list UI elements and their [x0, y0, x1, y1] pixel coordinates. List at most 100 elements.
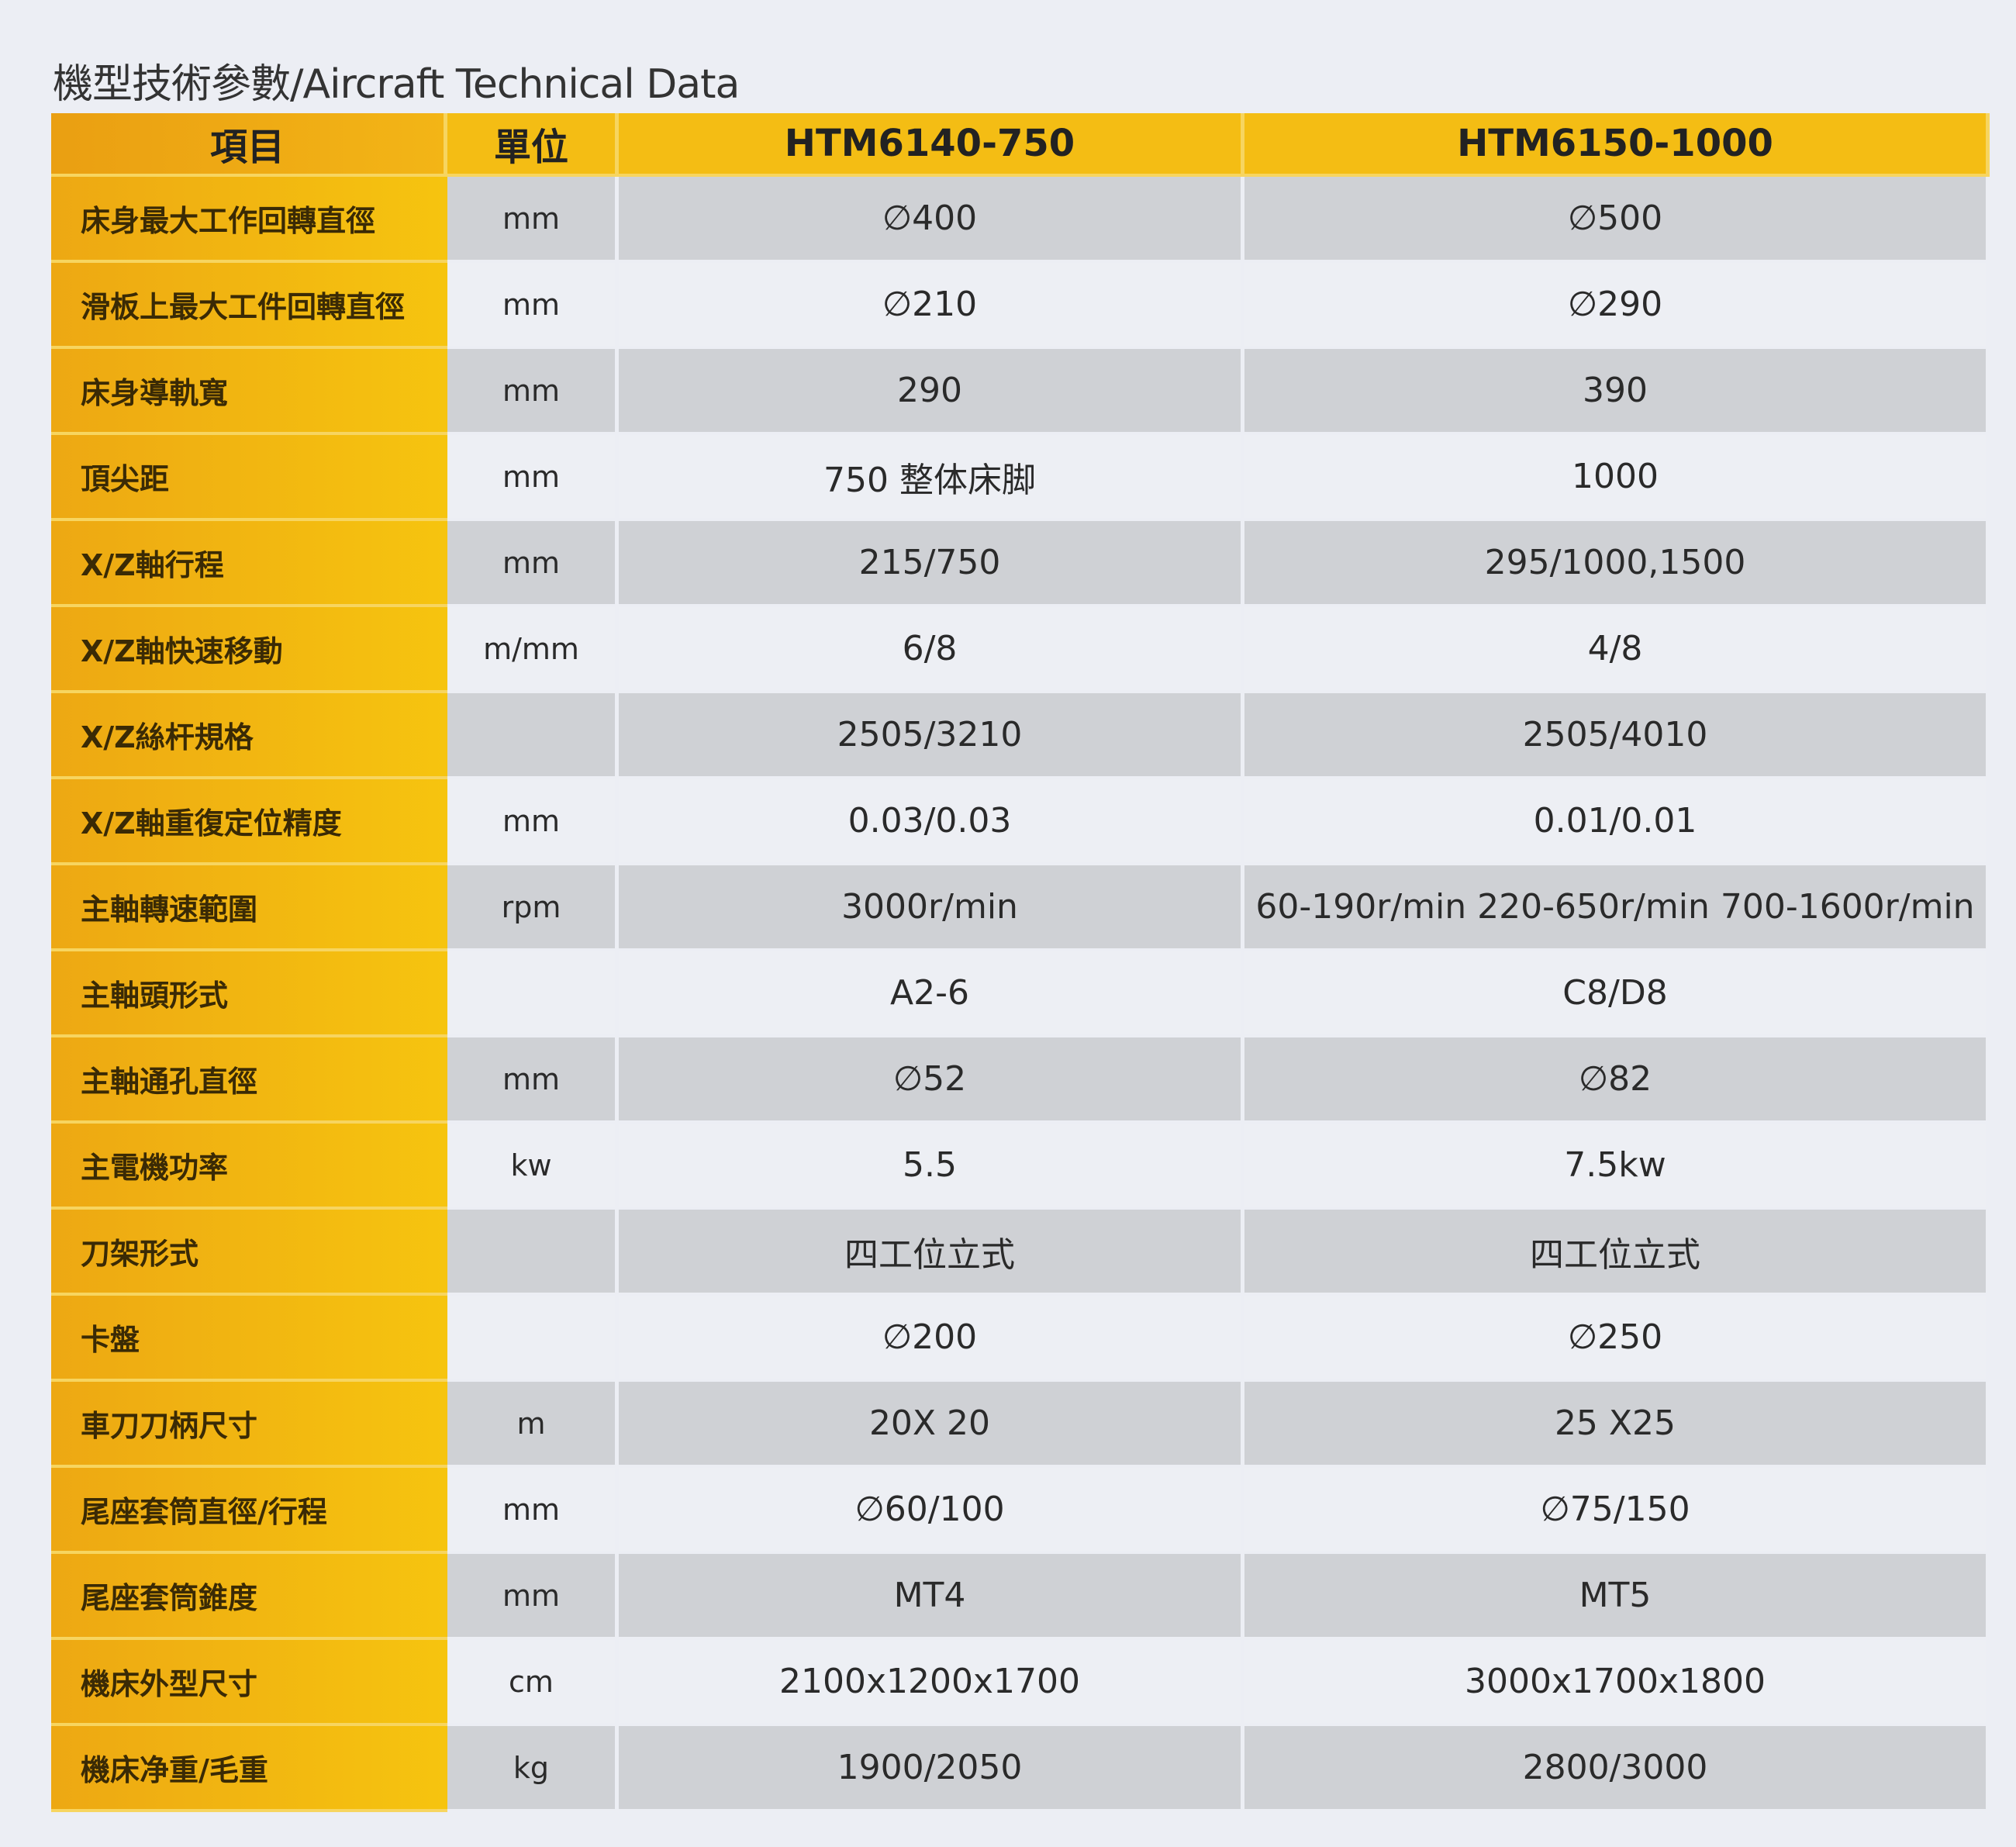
- row-unit: [447, 1296, 619, 1382]
- row-label: 卡盤: [51, 1296, 447, 1382]
- row-label: 主軸頭形式: [51, 951, 447, 1037]
- value-htm6140: 750 整体床脚: [619, 435, 1244, 521]
- value-htm6150: 295/1000,1500: [1244, 521, 1990, 607]
- header-item: 項目: [51, 113, 447, 177]
- page-title: 機型技術參數/Aircraft Technical Data: [53, 61, 740, 108]
- value-htm6140: 3000r/min: [619, 865, 1244, 951]
- value-htm6140: 0.03/0.03: [619, 779, 1244, 865]
- value-htm6140: ∅210: [619, 263, 1244, 349]
- table-row: 主軸通孔直徑 mm ∅52 ∅82: [51, 1037, 1990, 1124]
- row-label: X/Z軸重復定位精度: [51, 779, 447, 865]
- value-htm6150: ∅82: [1244, 1037, 1990, 1124]
- row-unit: [447, 1210, 619, 1296]
- value-htm6140: 四工位立式: [619, 1210, 1244, 1296]
- row-unit: m/mm: [447, 607, 619, 693]
- technical-data-table: 項目 單位 HTM6140-750 HTM6150-1000 床身最大工作回轉直…: [51, 113, 1990, 1812]
- table-row: 機床外型尺寸 cm 2100x1200x1700 3000x1700x1800: [51, 1640, 1990, 1726]
- table-row: X/Z軸重復定位精度 mm 0.03/0.03 0.01/0.01: [51, 779, 1990, 865]
- value-htm6150: 0.01/0.01: [1244, 779, 1990, 865]
- row-label: 機床净重/毛重: [51, 1726, 447, 1812]
- value-htm6140: 290: [619, 349, 1244, 435]
- row-unit: mm: [447, 263, 619, 349]
- value-htm6140: ∅52: [619, 1037, 1244, 1124]
- value-htm6140: MT4: [619, 1554, 1244, 1640]
- table-row: 主電機功率 kw 5.5 7.5kw: [51, 1124, 1990, 1210]
- value-htm6150: 1000: [1244, 435, 1990, 521]
- row-label: X/Z絲杆規格: [51, 693, 447, 779]
- header-model-1: HTM6140-750: [619, 113, 1244, 177]
- row-label: X/Z軸快速移動: [51, 607, 447, 693]
- row-unit: mm: [447, 1468, 619, 1554]
- table-row: 頂尖距 mm 750 整体床脚 1000: [51, 435, 1990, 521]
- value-htm6140: 2505/3210: [619, 693, 1244, 779]
- value-htm6150: 60-190r/min 220-650r/min 700-1600r/min: [1244, 865, 1990, 951]
- table-row: 滑板上最大工件回轉直徑 mm ∅210 ∅290: [51, 263, 1990, 349]
- value-htm6140: ∅60/100: [619, 1468, 1244, 1554]
- table-row: 機床净重/毛重 kg 1900/2050 2800/3000: [51, 1726, 1990, 1812]
- row-unit: mm: [447, 1554, 619, 1640]
- value-htm6140: 6/8: [619, 607, 1244, 693]
- header-unit: 單位: [447, 113, 619, 177]
- value-htm6150: 25 X25: [1244, 1382, 1990, 1468]
- row-label: 床身導軌寬: [51, 349, 447, 435]
- value-htm6140: 2100x1200x1700: [619, 1640, 1244, 1726]
- row-unit: mm: [447, 349, 619, 435]
- row-unit: m: [447, 1382, 619, 1468]
- table-row: X/Z絲杆規格 2505/3210 2505/4010: [51, 693, 1990, 779]
- row-label: 機床外型尺寸: [51, 1640, 447, 1726]
- row-label: 尾座套筒錐度: [51, 1554, 447, 1640]
- value-htm6150: 2505/4010: [1244, 693, 1990, 779]
- header-model-2: HTM6150-1000: [1244, 113, 1990, 177]
- row-unit: mm: [447, 435, 619, 521]
- value-htm6150: ∅500: [1244, 177, 1990, 263]
- value-htm6150: 3000x1700x1800: [1244, 1640, 1990, 1726]
- table-row: 床身最大工作回轉直徑 mm ∅400 ∅500: [51, 177, 1990, 263]
- row-label: 主軸通孔直徑: [51, 1037, 447, 1124]
- row-unit: mm: [447, 1037, 619, 1124]
- row-unit: kw: [447, 1124, 619, 1210]
- value-htm6150: 2800/3000: [1244, 1726, 1990, 1812]
- table-row: 主軸轉速範圍 rpm 3000r/min 60-190r/min 220-650r/m…: [51, 865, 1990, 951]
- row-unit: mm: [447, 177, 619, 263]
- row-label: 主電機功率: [51, 1124, 447, 1210]
- row-unit: [447, 951, 619, 1037]
- value-htm6150: C8/D8: [1244, 951, 1990, 1037]
- table-row: 車刀刀柄尺寸 m 20X 20 25 X25: [51, 1382, 1990, 1468]
- row-unit: mm: [447, 779, 619, 865]
- row-unit: rpm: [447, 865, 619, 951]
- value-htm6150: 四工位立式: [1244, 1210, 1990, 1296]
- value-htm6140: 5.5: [619, 1124, 1244, 1210]
- table-row: 主軸頭形式 A2-6 C8/D8: [51, 951, 1990, 1037]
- row-label: 刀架形式: [51, 1210, 447, 1296]
- table-row: X/Z軸快速移動 m/mm 6/8 4/8: [51, 607, 1990, 693]
- row-unit: cm: [447, 1640, 619, 1726]
- table-row: 尾座套筒錐度 mm MT4 MT5: [51, 1554, 1990, 1640]
- row-label: 頂尖距: [51, 435, 447, 521]
- table-row: X/Z軸行程 mm 215/750 295/1000,1500: [51, 521, 1990, 607]
- value-htm6150: 7.5kw: [1244, 1124, 1990, 1210]
- table-row: 刀架形式 四工位立式 四工位立式: [51, 1210, 1990, 1296]
- value-htm6140: ∅200: [619, 1296, 1244, 1382]
- row-label: 主軸轉速範圍: [51, 865, 447, 951]
- row-label: 尾座套筒直徑/行程: [51, 1468, 447, 1554]
- row-label: 車刀刀柄尺寸: [51, 1382, 447, 1468]
- table-row: 床身導軌寬 mm 290 390: [51, 349, 1990, 435]
- table-row: 卡盤 ∅200 ∅250: [51, 1296, 1990, 1382]
- value-htm6150: ∅250: [1244, 1296, 1990, 1382]
- value-htm6150: ∅290: [1244, 263, 1990, 349]
- row-unit: kg: [447, 1726, 619, 1812]
- value-htm6150: ∅75/150: [1244, 1468, 1990, 1554]
- row-unit: [447, 693, 619, 779]
- table-header-row: 項目 單位 HTM6140-750 HTM6150-1000: [51, 113, 1990, 177]
- value-htm6140: A2-6: [619, 951, 1244, 1037]
- row-label: 床身最大工作回轉直徑: [51, 177, 447, 263]
- value-htm6150: MT5: [1244, 1554, 1990, 1640]
- row-unit: mm: [447, 521, 619, 607]
- row-label: X/Z軸行程: [51, 521, 447, 607]
- value-htm6140: 20X 20: [619, 1382, 1244, 1468]
- row-label: 滑板上最大工件回轉直徑: [51, 263, 447, 349]
- value-htm6140: ∅400: [619, 177, 1244, 263]
- value-htm6140: 215/750: [619, 521, 1244, 607]
- value-htm6150: 4/8: [1244, 607, 1990, 693]
- value-htm6140: 1900/2050: [619, 1726, 1244, 1812]
